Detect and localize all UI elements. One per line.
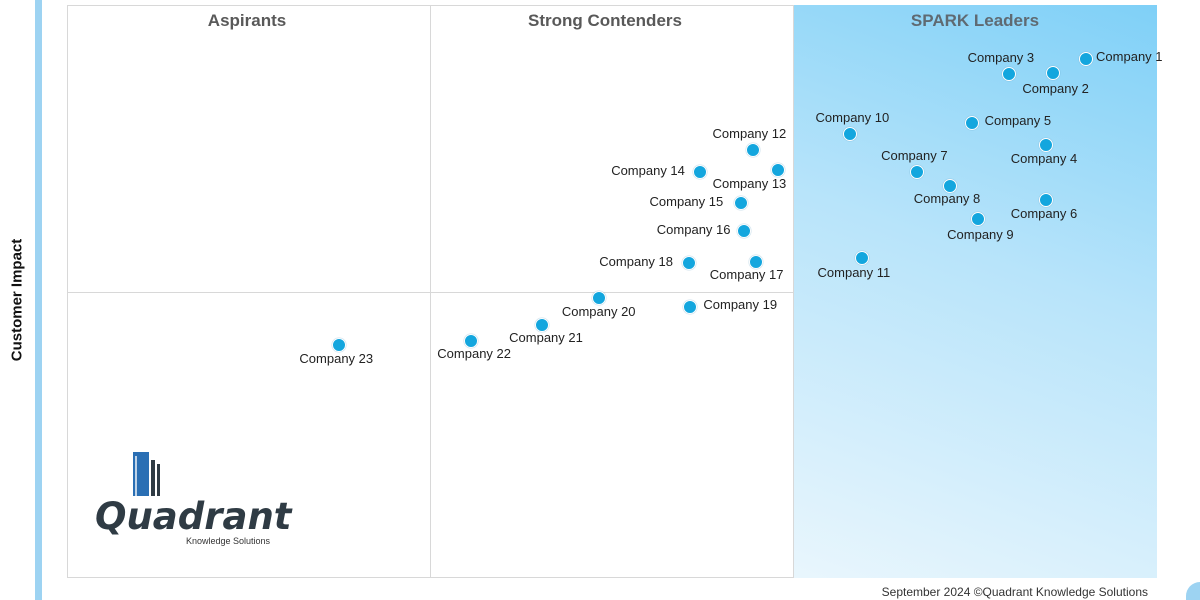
logo-subtitle: Knowledge Solutions — [186, 536, 271, 546]
quadrant-label-aspirants: Aspirants — [207, 11, 287, 30]
data-point-6 — [1038, 193, 1053, 208]
footer-credit: September 2024 ©Quadrant Knowledge Solut… — [881, 585, 1148, 599]
data-point-11 — [854, 250, 869, 265]
data-label-17: Company 17 — [709, 266, 784, 282]
data-label-1: Company 1 — [1096, 48, 1163, 64]
data-label-14: Company 14 — [611, 163, 685, 179]
data-label-10: Company 10 — [815, 109, 890, 125]
data-point-18 — [682, 256, 697, 271]
data-label-9: Company 9 — [947, 227, 1014, 243]
data-label-8: Company 8 — [913, 190, 981, 206]
quadrant-label-strong-contenders: Strong Contenders — [528, 11, 682, 30]
data-label-19: Company 19 — [703, 297, 778, 313]
data-point-7 — [910, 164, 925, 179]
data-point-13 — [770, 163, 785, 178]
data-point-16 — [736, 224, 751, 239]
data-label-23: Company 23 — [299, 350, 374, 366]
divider-horizontal — [67, 292, 793, 293]
data-point-15 — [733, 196, 748, 211]
data-point-1 — [1079, 51, 1094, 66]
data-label-13: Company 13 — [712, 176, 787, 192]
divider-vertical-2 — [793, 5, 794, 578]
data-point-19 — [683, 300, 698, 315]
data-label-16: Company 16 — [656, 222, 731, 238]
data-point-20 — [591, 291, 606, 306]
logo-wordmark: Quadrant — [95, 495, 292, 538]
data-point-3 — [1001, 67, 1016, 82]
data-label-5: Company 5 — [984, 113, 1052, 129]
data-label-12: Company 12 — [712, 125, 787, 141]
corner-accent — [1186, 582, 1200, 600]
data-point-14 — [693, 165, 708, 180]
data-point-23 — [332, 337, 347, 352]
data-label-4: Company 4 — [1010, 151, 1078, 167]
data-label-3: Company 3 — [967, 50, 1035, 66]
data-label-7: Company 7 — [881, 147, 948, 163]
data-label-15: Company 15 — [649, 194, 724, 210]
data-point-9 — [971, 212, 986, 227]
data-label-20: Company 20 — [561, 304, 636, 320]
data-point-12 — [745, 142, 760, 157]
data-label-11: Company 11 — [817, 264, 891, 280]
divider-vertical-1 — [430, 5, 431, 578]
data-label-6: Company 6 — [1010, 206, 1078, 222]
data-point-5 — [964, 116, 979, 131]
data-point-22 — [464, 333, 479, 348]
left-accent-bar — [35, 0, 42, 600]
data-label-21: Company 21 — [509, 330, 583, 346]
data-label-22: Company 22 — [437, 345, 512, 361]
data-point-17 — [748, 254, 763, 269]
leaders-quadrant-background — [793, 5, 1157, 578]
quadrant-logo-icon — [133, 452, 160, 496]
data-point-4 — [1038, 138, 1053, 153]
y-axis-label: Customer Impact — [8, 238, 26, 362]
data-point-21 — [535, 318, 550, 333]
data-point-2 — [1046, 66, 1061, 81]
quadrant-label-spark-leaders: SPARK Leaders — [910, 11, 1040, 30]
data-point-10 — [842, 126, 857, 141]
data-label-2: Company 2 — [1022, 81, 1089, 97]
data-point-8 — [942, 178, 957, 193]
data-label-18: Company 18 — [599, 254, 674, 270]
